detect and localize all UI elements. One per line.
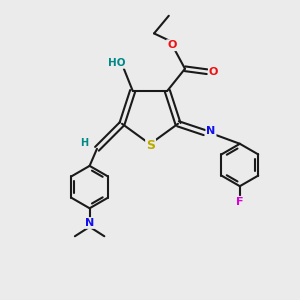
Text: N: N bbox=[206, 126, 216, 136]
Text: F: F bbox=[236, 197, 244, 207]
Text: H: H bbox=[80, 139, 88, 148]
Text: O: O bbox=[209, 67, 218, 77]
Text: S: S bbox=[146, 139, 155, 152]
Text: N: N bbox=[85, 218, 94, 228]
Text: O: O bbox=[167, 40, 176, 50]
Text: HO: HO bbox=[108, 58, 125, 68]
